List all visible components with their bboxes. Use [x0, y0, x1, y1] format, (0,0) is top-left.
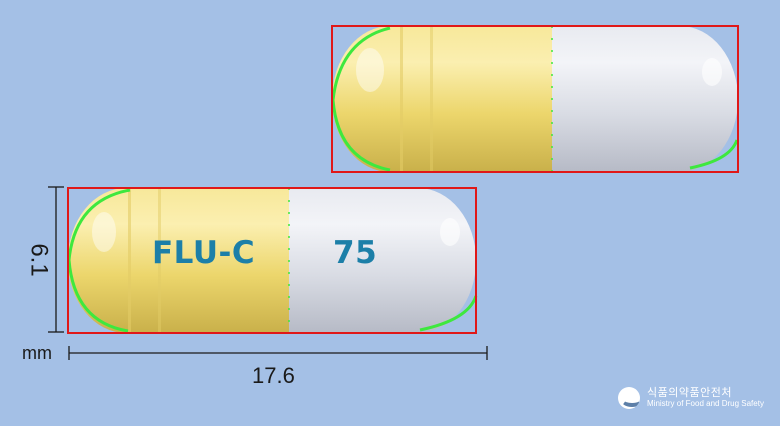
contour-top-right: [689, 139, 739, 170]
capsule-top-body: [552, 26, 738, 172]
capsule-bottom-cap: [68, 188, 289, 333]
height-dimension: [48, 186, 64, 333]
capsule-imprint-body: 75: [333, 235, 378, 271]
width-value-label: 17.6: [252, 363, 295, 388]
capsule-imprint-cap: FLU-C: [152, 235, 256, 271]
detection-box-top: [331, 25, 739, 173]
taegeuk-emblem-icon: [618, 386, 640, 409]
capsule-bottom: [67, 187, 478, 334]
logo-english-name: Ministry of Food and Drug Safety: [647, 399, 764, 408]
detection-box-bottom: [67, 187, 477, 334]
capsule-top: [331, 25, 739, 173]
logo-text: 식품의약품안전처 Ministry of Food and Drug Safet…: [647, 386, 764, 409]
capsule-top-cap: [332, 26, 552, 172]
logo-korean-name: 식품의약품안전처: [647, 386, 732, 399]
unit-label: mm: [22, 343, 52, 363]
ministry-logo: 식품의약품안전처 Ministry of Food and Drug Safet…: [618, 386, 764, 409]
contour-bottom-right: [419, 295, 478, 332]
height-value-label: 6.1: [25, 243, 53, 277]
width-dimension: [68, 346, 488, 360]
capsule-bottom-body: [289, 188, 476, 333]
